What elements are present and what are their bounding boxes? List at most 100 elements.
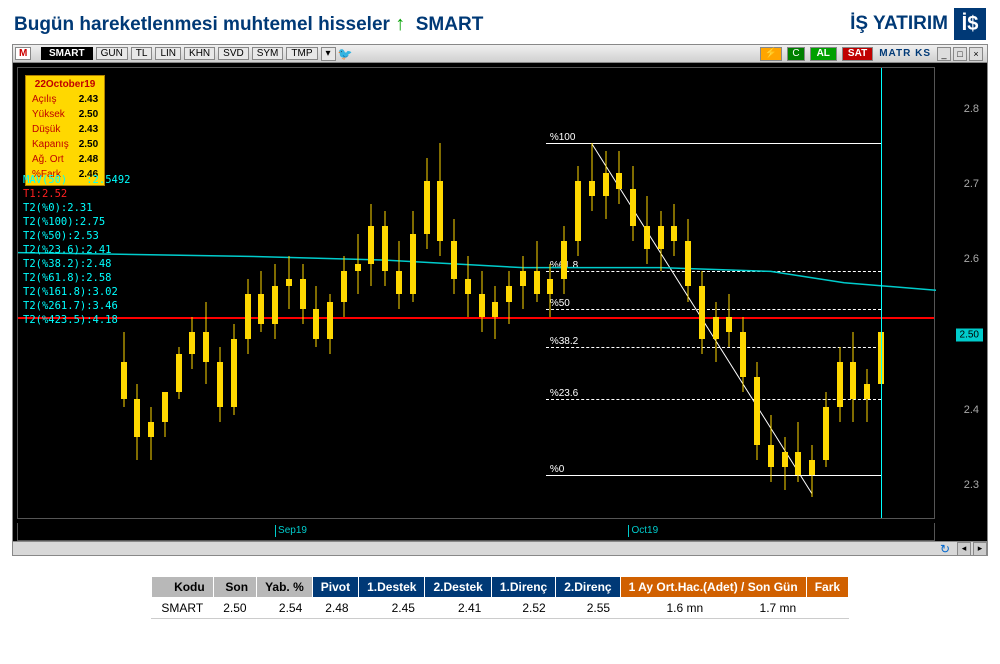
symbol-badge[interactable]: SMART: [41, 47, 93, 60]
toolbar-btn-svd[interactable]: SVD: [218, 47, 249, 60]
candle: [451, 68, 457, 520]
page-title: Bugün hareketlenmesi muhtemel hisseler ↑…: [14, 13, 483, 36]
candle: [424, 68, 430, 520]
table-cell: 2.50: [213, 598, 256, 619]
maximize-icon[interactable]: □: [953, 47, 967, 61]
candle: [740, 68, 746, 520]
table-cell: 2.41: [425, 598, 491, 619]
candle: [534, 68, 540, 520]
scroll-right-icon[interactable]: ▸: [973, 542, 987, 556]
toolbar-btn-tmp[interactable]: TMP: [286, 47, 317, 60]
table-header: 2.Direnç: [556, 577, 620, 598]
candle: [575, 68, 581, 520]
up-arrow-icon: ↑: [395, 13, 405, 35]
candle: [286, 68, 292, 520]
candle: [465, 68, 471, 520]
candle: [245, 68, 251, 520]
candle: [258, 68, 264, 520]
chart-toolbar: M SMART GUNTLLINKHNSVDSYMTMP ▾ 🐦 ⚡ C AL …: [13, 45, 987, 63]
candle: [410, 68, 416, 520]
y-tick: 2.8: [964, 103, 979, 115]
candle: [795, 68, 801, 520]
table-header: Kodu: [151, 577, 213, 598]
refresh-icon[interactable]: C: [787, 47, 804, 61]
candle: [864, 68, 870, 520]
table-header: 1 Ay Ort.Hac.(Adet) / Son Gün: [620, 577, 806, 598]
candle: [685, 68, 691, 520]
table-cell: SMART: [151, 598, 213, 619]
candle: [520, 68, 526, 520]
ohlc-info-box: 22October19 Açılış2.43Yüksek2.50Düşük2.4…: [25, 75, 105, 186]
table-cell: [806, 598, 848, 619]
x-tick: Sep19: [275, 525, 307, 537]
candle: [603, 68, 609, 520]
candle: [561, 68, 567, 520]
warn-icon[interactable]: ⚡: [760, 47, 782, 61]
candle: [396, 68, 402, 520]
price-badge: 2.50: [956, 328, 983, 341]
candle: [658, 68, 664, 520]
minimize-icon[interactable]: _: [937, 47, 951, 61]
candle: [203, 68, 209, 520]
y-axis: 2.32.42.52.62.72.82.50: [939, 67, 985, 519]
candle: [189, 68, 195, 520]
table-cell: 2.54: [257, 598, 313, 619]
chart-body: %100%61.8%50%38.2%23.6%0 2.32.42.52.62.7…: [13, 63, 987, 555]
candle: [823, 68, 829, 520]
candle: [837, 68, 843, 520]
y-tick: 2.3: [964, 479, 979, 491]
candle: [368, 68, 374, 520]
candle: [382, 68, 388, 520]
scrollbar[interactable]: ↻ ◂ ▸: [13, 541, 987, 555]
x-tick: Oct19: [628, 525, 658, 537]
sell-button[interactable]: SAT: [842, 47, 873, 61]
twitter-icon[interactable]: 🐦: [336, 47, 355, 61]
cursor-line: [881, 68, 882, 518]
chart-window: M SMART GUNTLLINKHNSVDSYMTMP ▾ 🐦 ⚡ C AL …: [12, 44, 988, 556]
candle: [809, 68, 815, 520]
table-header: 1.Direnç: [491, 577, 555, 598]
table-cell: 2.52: [491, 598, 555, 619]
candle: [671, 68, 677, 520]
scroll-left-icon[interactable]: ◂: [957, 542, 971, 556]
candle: [148, 68, 154, 520]
candle: [699, 68, 705, 520]
table-cell: 1.7 mn: [713, 598, 806, 619]
toolbar-btn-khn[interactable]: KHN: [184, 47, 215, 60]
table-header: 2.Destek: [425, 577, 491, 598]
reload-icon[interactable]: ↻: [937, 542, 953, 556]
candle: [217, 68, 223, 520]
candle: [782, 68, 788, 520]
indicator-list: MAV(50) :2.5492T1:2.52T2(%0):2.31T2(%100…: [23, 173, 131, 327]
info-table: Açılış2.43Yüksek2.50Düşük2.43Kapanış2.50…: [30, 91, 100, 183]
toolbar-btn-tl[interactable]: TL: [131, 47, 153, 60]
candle: [630, 68, 636, 520]
summary-table: KoduSonYab. %Pivot1.Destek2.Destek1.Dire…: [151, 576, 849, 619]
candle: [850, 68, 856, 520]
candle: [231, 68, 237, 520]
candle: [313, 68, 319, 520]
candle: [437, 68, 443, 520]
info-date: 22October19: [30, 78, 100, 91]
buy-button[interactable]: AL: [810, 47, 837, 61]
m-badge: M: [15, 47, 31, 60]
y-tick: 2.4: [964, 404, 979, 416]
candle: [768, 68, 774, 520]
chart-plot[interactable]: %100%61.8%50%38.2%23.6%0: [17, 67, 935, 519]
table-cell: 2.48: [312, 598, 358, 619]
toolbar-btn-gun[interactable]: GUN: [96, 47, 128, 60]
candle: [162, 68, 168, 520]
page-header: Bugün hareketlenmesi muhtemel hisseler ↑…: [0, 0, 1000, 44]
table-header: Pivot: [312, 577, 358, 598]
candle: [754, 68, 760, 520]
toolbar-btn-sym[interactable]: SYM: [252, 47, 284, 60]
y-tick: 2.7: [964, 178, 979, 190]
y-tick: 2.6: [964, 253, 979, 265]
candle: [589, 68, 595, 520]
candle: [547, 68, 553, 520]
logo-mark-icon: İ$: [954, 8, 986, 40]
toolbar-btn-lin[interactable]: LIN: [155, 47, 181, 60]
close-icon[interactable]: ×: [969, 47, 983, 61]
candle: [300, 68, 306, 520]
dropdown-icon[interactable]: ▾: [321, 47, 336, 61]
